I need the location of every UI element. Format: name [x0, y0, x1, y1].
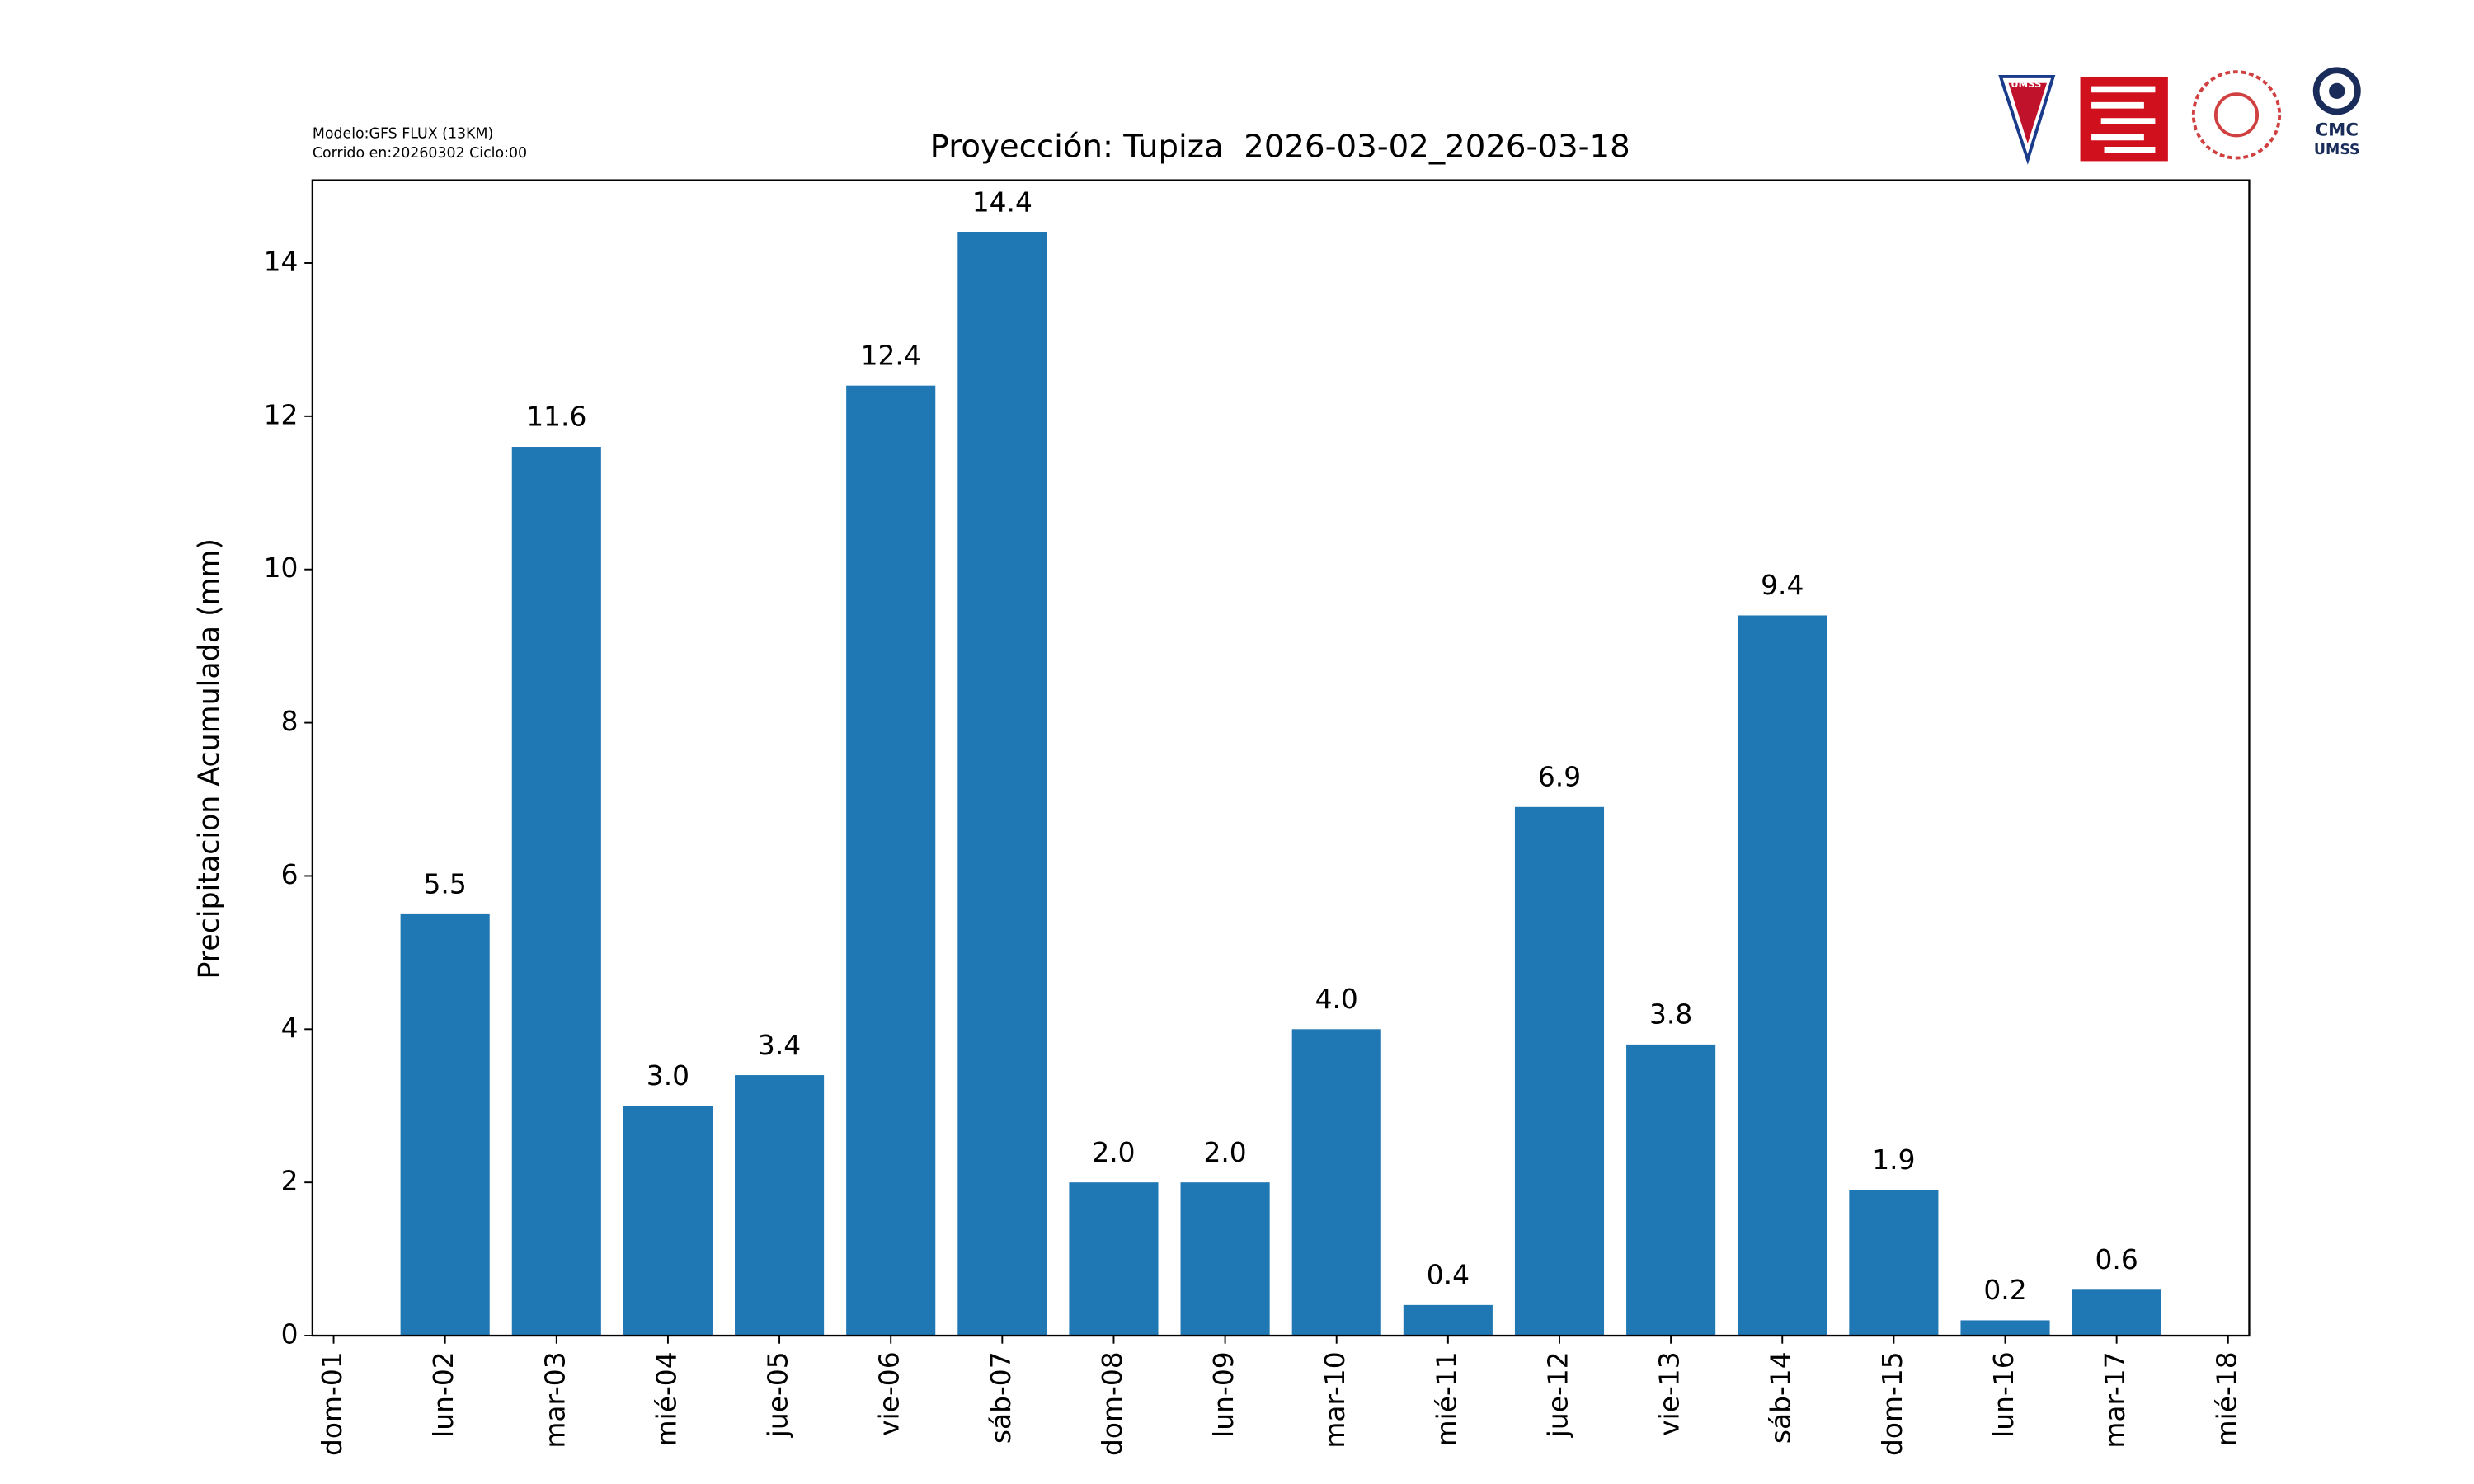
bar	[1514, 806, 1605, 1336]
y-tick-label: 4	[281, 1012, 299, 1044]
y-tick-label: 8	[281, 705, 299, 737]
x-tick-label: mié-04	[650, 1351, 682, 1446]
x-tick-label: sáb-07	[985, 1351, 1017, 1444]
bar	[511, 447, 601, 1336]
y-tick-label: 12	[264, 398, 299, 430]
logo-dept	[2191, 70, 2282, 160]
logo-text: UMSS	[2314, 142, 2360, 158]
bar	[400, 913, 490, 1336]
x-tick-label: mié-11	[1430, 1351, 1462, 1446]
bar	[1738, 615, 1827, 1336]
logo-cmc-dot	[2329, 82, 2345, 100]
value-label: 3.0	[647, 1059, 689, 1092]
x-tick-label: lun-02	[427, 1351, 459, 1437]
logo-text: CMC	[2316, 120, 2359, 141]
bar	[1069, 1182, 1159, 1336]
value-label: 2.0	[1203, 1136, 1246, 1168]
x-tick-label: vie-13	[1653, 1351, 1686, 1435]
model-note: Modelo:GFS FLUX (13KM)	[313, 126, 493, 143]
value-label: 9.4	[1761, 569, 1804, 601]
plot-frame	[311, 179, 2251, 1337]
chart-title: Proyección: Tupiza 2026-03-02_2026-03-18	[930, 128, 1630, 165]
value-label: 1.9	[1872, 1144, 1915, 1176]
x-tick-label: jue-05	[762, 1351, 794, 1438]
value-label: 3.4	[758, 1029, 801, 1061]
y-tick-label: 0	[281, 1318, 299, 1350]
x-tick-label: mar-10	[1319, 1351, 1351, 1448]
bar	[846, 385, 936, 1336]
y-tick-label: 14	[264, 245, 299, 277]
value-label: 11.6	[526, 401, 586, 433]
value-label: 2.0	[1092, 1136, 1135, 1168]
logos: UMSS CMC UMSS	[1998, 67, 2361, 165]
bar	[2072, 1289, 2161, 1336]
y-tick-label: 10	[264, 552, 299, 584]
logo-text: UMSS	[2011, 78, 2041, 90]
bar	[735, 1075, 825, 1336]
value-label: 5.5	[424, 868, 467, 900]
x-tick-label: lun-09	[1207, 1351, 1239, 1437]
value-label: 0.6	[2095, 1243, 2138, 1275]
value-label: 4.0	[1315, 983, 1358, 1015]
bar	[623, 1106, 713, 1336]
x-tick-label: mar-03	[539, 1351, 571, 1448]
bar	[1291, 1029, 1381, 1336]
value-label: 6.9	[1538, 761, 1581, 793]
value-label: 0.2	[1983, 1274, 2026, 1306]
logo-fcyt-lines	[2091, 86, 2156, 153]
y-tick-label: 2	[281, 1165, 299, 1197]
run-note: Corrido en:20260302 Ciclo:00	[313, 145, 527, 162]
bar	[1626, 1044, 1716, 1336]
value-label: 12.4	[861, 339, 921, 371]
y-tick-label: 6	[281, 858, 299, 890]
x-tick-label: dom-01	[316, 1351, 348, 1456]
value-label: 0.4	[1427, 1259, 1470, 1291]
x-tick-label: vie-06	[873, 1351, 905, 1435]
x-tick-label: sáb-14	[1765, 1351, 1797, 1444]
value-label: 3.8	[1649, 998, 1692, 1031]
x-tick-label: dom-15	[1876, 1351, 1908, 1456]
bar	[957, 232, 1047, 1336]
logo-shield-inner	[2008, 82, 2047, 144]
logo-dept-inner	[2213, 92, 2260, 138]
bar	[1403, 1304, 1493, 1336]
x-tick-label: mié-18	[2210, 1351, 2242, 1446]
x-tick-label: lun-16	[1987, 1351, 2020, 1437]
y-axis-label: Precipitacion Acumulada (mm)	[193, 538, 226, 979]
value-label: 14.4	[972, 186, 1032, 218]
bar	[1960, 1320, 2050, 1336]
x-tick-label: dom-08	[1096, 1351, 1128, 1456]
x-tick-label: mar-17	[2099, 1351, 2131, 1448]
bar	[1849, 1190, 1939, 1336]
x-tick-label: jue-12	[1541, 1351, 1573, 1438]
bar	[1180, 1182, 1270, 1336]
